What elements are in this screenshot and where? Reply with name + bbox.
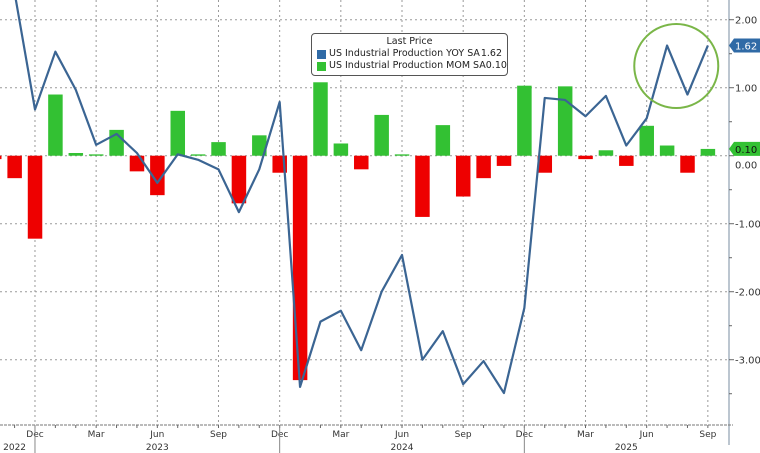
bar-mom	[129, 155, 145, 172]
plot-area	[0, 0, 716, 395]
x-tick-label: Mar	[332, 430, 349, 440]
x-tick-label: Sep	[699, 430, 716, 440]
bar-mom	[578, 155, 593, 160]
bar-mom	[700, 148, 716, 156]
bar-mom	[252, 135, 267, 156]
legend-title: Last Price	[386, 36, 433, 47]
x-tick-label: Sep	[455, 430, 472, 440]
bar-mom	[455, 155, 471, 197]
bar-mom	[0, 155, 2, 160]
legend-value-mom: 0.10	[485, 60, 507, 71]
bar-mom	[680, 155, 695, 173]
bar-mom	[7, 155, 22, 179]
legend-name-mom: US Industrial Production MOM SA	[329, 60, 486, 71]
bar-mom	[435, 125, 451, 156]
x-tick-label: Jun	[149, 430, 164, 440]
bar-mom	[170, 110, 186, 156]
bar-mom	[190, 154, 206, 156]
bar-mom	[476, 155, 491, 179]
bar-mom	[415, 155, 430, 217]
bar-mom	[292, 155, 308, 381]
bar-mom	[231, 155, 247, 204]
bar-mom	[557, 86, 573, 156]
x-tick-label: Mar	[577, 430, 594, 440]
bar-mom	[619, 155, 634, 166]
last-value-badge-label: 1.62	[735, 42, 757, 53]
bar-mom	[374, 114, 389, 156]
last-value-badge	[729, 38, 760, 53]
y-tick-label: 1.00	[735, 84, 757, 95]
bar-mom	[598, 150, 614, 156]
bar-mom	[27, 155, 43, 239]
legend: Last Price US Industrial Production YOY …	[311, 33, 508, 76]
x-tick-label: Mar	[88, 430, 105, 440]
bar-mom	[68, 153, 84, 156]
y-tick-label: -1.00	[735, 220, 760, 231]
bar-mom	[537, 155, 553, 173]
bar-mom	[639, 125, 654, 156]
x-tick-label: Jun	[639, 430, 654, 440]
legend-value-yoy: 1.62	[480, 48, 502, 59]
x-year-label: 2023	[146, 443, 169, 453]
y-tick-label: 0.00	[735, 161, 757, 172]
bar-mom	[313, 82, 328, 156]
y-tick-label: -2.00	[735, 288, 760, 299]
y-tick-label: 2.00	[735, 16, 757, 27]
line-yoy	[14, 0, 709, 395]
bar-mom	[88, 154, 104, 156]
bar-mom	[333, 143, 349, 156]
x-tick-label: Sep	[210, 430, 227, 440]
bar-mom	[517, 85, 532, 156]
legend-name-yoy: US Industrial Production YOY SA	[329, 48, 480, 59]
annotation-circle	[633, 23, 720, 109]
x-tick-label: Jun	[394, 430, 409, 440]
bar-mom	[211, 142, 226, 156]
last-value-badge-label: 0.10	[735, 145, 757, 156]
bar-mom	[496, 155, 512, 166]
bar-mom	[394, 154, 410, 156]
bar-mom	[659, 145, 675, 156]
legend-entry-yoy: US Industrial Production YOY SA 1.62	[317, 48, 502, 60]
bar-mom	[354, 155, 369, 170]
x-year-label: 2025	[615, 443, 638, 453]
legend-entry-mom: US Industrial Production MOM SA 0.10	[317, 60, 507, 72]
x-year-label: 2024	[391, 443, 414, 453]
bar-mom	[150, 155, 165, 196]
x-year-label: 2022	[3, 443, 26, 453]
bar-mom	[48, 94, 63, 156]
legend-swatch-yoy	[317, 49, 326, 59]
legend-swatch-mom	[317, 61, 326, 71]
y-tick-label: -3.00	[735, 356, 760, 367]
last-value-badge	[729, 141, 760, 156]
